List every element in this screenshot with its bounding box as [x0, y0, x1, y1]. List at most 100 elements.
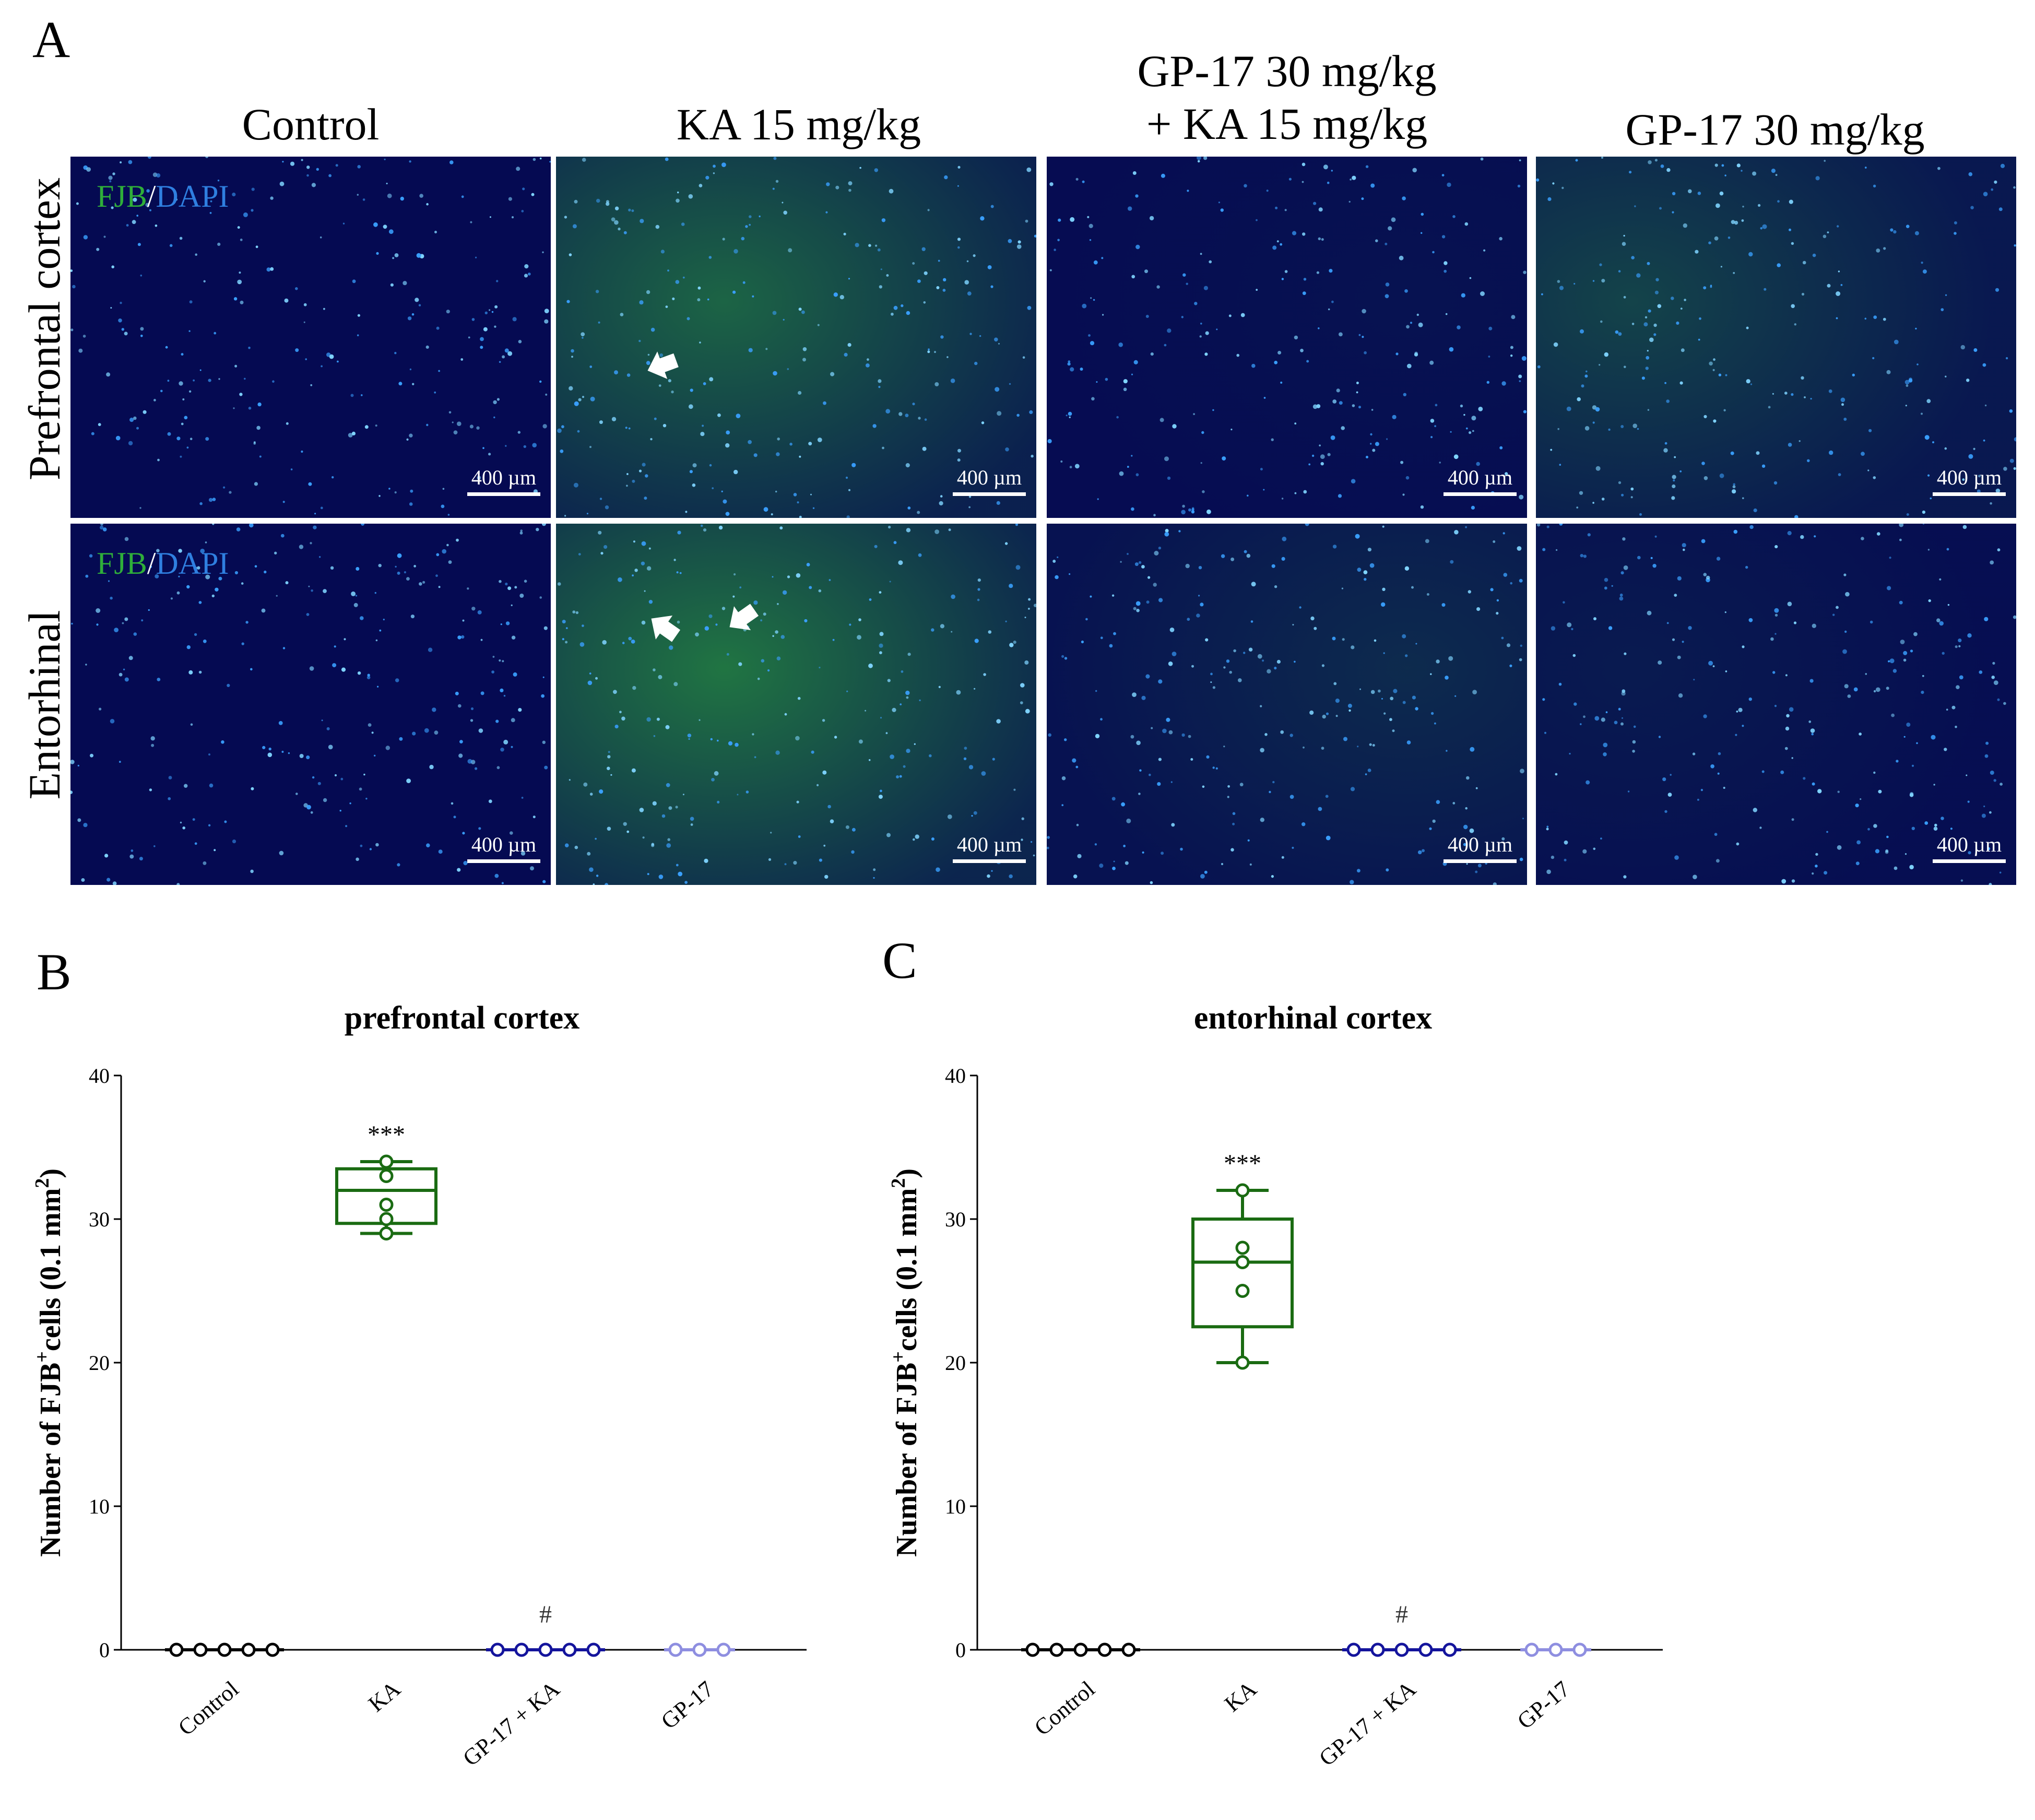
dapi-nucleus: [1452, 802, 1456, 805]
dapi-nucleus: [697, 298, 701, 302]
dapi-nucleus: [1463, 843, 1466, 846]
dapi-nucleus: [1049, 182, 1054, 186]
dapi-nucleus: [823, 844, 826, 847]
dapi-nucleus: [100, 524, 103, 526]
dapi-nucleus: [493, 400, 497, 405]
dapi-nucleus: [1693, 679, 1695, 681]
dapi-nucleus: [1808, 720, 1812, 723]
dapi-nucleus: [1519, 159, 1521, 161]
dapi-nucleus: [1826, 831, 1828, 833]
dapi-nucleus: [467, 587, 469, 590]
dapi-nucleus: [403, 281, 407, 286]
dapi-nucleus: [1187, 618, 1190, 621]
dapi-nucleus: [449, 160, 454, 164]
dapi-nucleus: [797, 696, 801, 700]
dapi-nucleus: [419, 194, 423, 198]
dapi-nucleus: [957, 448, 961, 453]
dapi-nucleus: [1341, 426, 1345, 430]
dapi-nucleus: [1228, 314, 1232, 317]
dapi-nucleus: [109, 180, 112, 183]
dapi-nucleus: [1990, 560, 1994, 565]
dapi-nucleus: [1193, 413, 1195, 415]
dapi-nucleus: [308, 482, 312, 486]
stain-fjb: FJB: [97, 546, 147, 581]
dapi-nucleus: [303, 321, 305, 323]
dapi-nucleus: [1993, 779, 1996, 782]
dapi-nucleus: [1464, 222, 1469, 226]
dapi-nucleus: [942, 289, 946, 292]
dapi-nucleus: [1095, 734, 1100, 739]
dapi-nucleus: [1131, 275, 1135, 279]
dapi-nucleus: [1466, 863, 1468, 865]
dapi-nucleus: [388, 488, 391, 490]
dapi-nucleus: [1483, 249, 1486, 252]
dapi-nucleus: [604, 545, 608, 549]
dapi-nucleus: [1080, 368, 1083, 371]
dapi-nucleus: [332, 663, 337, 668]
dapi-nucleus: [1352, 175, 1356, 180]
dapi-nucleus: [1773, 481, 1778, 485]
dapi-nucleus: [1123, 379, 1128, 384]
x-tick-label: GP-17: [1512, 1676, 1575, 1734]
dapi-nucleus: [453, 430, 458, 435]
dapi-nucleus: [179, 237, 183, 240]
dapi-nucleus: [713, 164, 716, 168]
dapi-nucleus: [607, 755, 611, 759]
dapi-nucleus: [1294, 492, 1297, 494]
dapi-nucleus: [189, 300, 193, 304]
dapi-nucleus: [656, 717, 660, 721]
dapi-nucleus: [868, 244, 871, 247]
dapi-nucleus: [1355, 534, 1360, 539]
dapi-nucleus: [1523, 270, 1527, 274]
dapi-nucleus: [1672, 484, 1676, 489]
dapi-nucleus: [1892, 669, 1897, 673]
dapi-nucleus: [784, 713, 787, 716]
dapi-nucleus: [1139, 769, 1142, 772]
dapi-nucleus: [1264, 733, 1268, 736]
dapi-nucleus: [227, 683, 230, 687]
dapi-nucleus: [1855, 803, 1859, 808]
dapi-nucleus: [725, 512, 730, 516]
fjb-signal: [556, 524, 1036, 885]
dapi-nucleus: [1789, 199, 1793, 204]
dapi-nucleus: [1090, 341, 1095, 346]
dapi-nucleus: [1013, 788, 1016, 791]
dapi-nucleus: [70, 760, 75, 764]
dapi-nucleus: [946, 356, 949, 358]
dapi-nucleus: [406, 577, 410, 581]
dapi-nucleus: [1712, 665, 1715, 667]
dapi-nucleus: [1639, 513, 1642, 516]
dapi-nucleus: [1188, 508, 1191, 512]
dapi-nucleus: [190, 438, 193, 440]
dapi-nucleus: [1764, 288, 1767, 291]
dapi-nucleus: [237, 279, 242, 285]
dapi-nucleus: [1165, 529, 1169, 533]
dapi-nucleus: [912, 403, 915, 406]
dapi-nucleus: [359, 787, 362, 791]
dapi-nucleus: [1145, 674, 1150, 679]
dapi-nucleus: [810, 493, 812, 495]
dapi-nucleus: [1145, 315, 1149, 318]
dapi-nucleus: [457, 635, 462, 640]
dapi-nucleus: [1605, 711, 1608, 713]
dapi-nucleus: [344, 638, 346, 641]
data-point: [1572, 1642, 1587, 1657]
dapi-nucleus: [847, 343, 851, 347]
dapi-nucleus: [1331, 300, 1334, 303]
dapi-nucleus: [1771, 169, 1776, 173]
dapi-nucleus: [1465, 526, 1468, 528]
dapi-nucleus: [1557, 280, 1560, 283]
dapi-nucleus: [149, 788, 152, 791]
dapi-nucleus: [631, 640, 635, 644]
dapi-nucleus: [1421, 212, 1424, 216]
dapi-nucleus: [232, 192, 236, 197]
dapi-nucleus: [901, 670, 904, 673]
dapi-nucleus: [905, 413, 909, 418]
dapi-nucleus: [880, 268, 882, 270]
dapi-nucleus: [451, 802, 454, 805]
dapi-nucleus: [1187, 190, 1189, 192]
dapi-nucleus: [936, 286, 940, 289]
dapi-nucleus: [524, 580, 527, 583]
dapi-nucleus: [1867, 469, 1870, 471]
dapi-nucleus: [1992, 661, 1995, 665]
